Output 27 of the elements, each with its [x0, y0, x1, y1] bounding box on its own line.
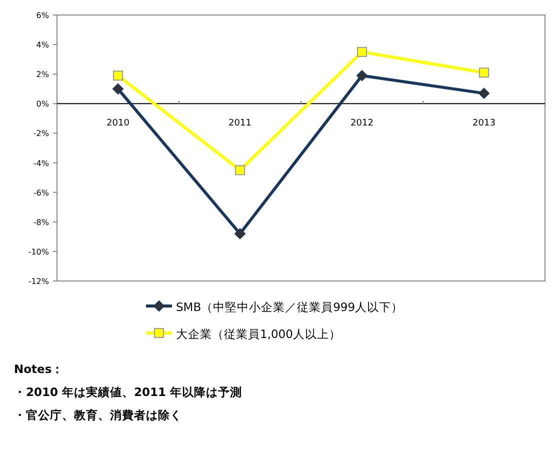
point [356, 70, 368, 82]
y-tick-label: 2% [36, 70, 50, 80]
y-tick-label: 0% [36, 100, 50, 109]
y-tick-label: 4% [36, 40, 50, 50]
y-tick-label: -4% [33, 158, 50, 168]
point [357, 46, 367, 57]
y-tick-label: 6% [36, 11, 50, 20]
point [112, 83, 124, 94]
point [479, 68, 489, 78]
point [113, 70, 123, 81]
legend-label: 大企業（従業員1,000人以上） [176, 327, 341, 341]
x-tick-label: 2011 [228, 118, 252, 129]
x-tick-label: 2012 [350, 118, 374, 129]
point [235, 165, 245, 176]
text: ・官公庁、教育、消費者は除く [14, 408, 182, 422]
point [234, 228, 246, 240]
x-tick-label: 2010 [106, 118, 130, 129]
text: ・2010 年は実績値、2011 年以降は予測 [14, 385, 242, 399]
legend-label: SMB（中堅中小企業／従業員999人以下） [176, 300, 404, 314]
y-tick-label: -10% [28, 247, 50, 256]
y-tick-label: -2% [33, 129, 50, 138]
point [478, 88, 490, 99]
y-tick-label: -6% [33, 188, 50, 198]
y-tick-label: -8% [33, 218, 50, 227]
x-tick-label: 2013 [472, 118, 496, 129]
y-tick-label: -12% [28, 277, 50, 286]
text: Notes： [14, 362, 64, 376]
